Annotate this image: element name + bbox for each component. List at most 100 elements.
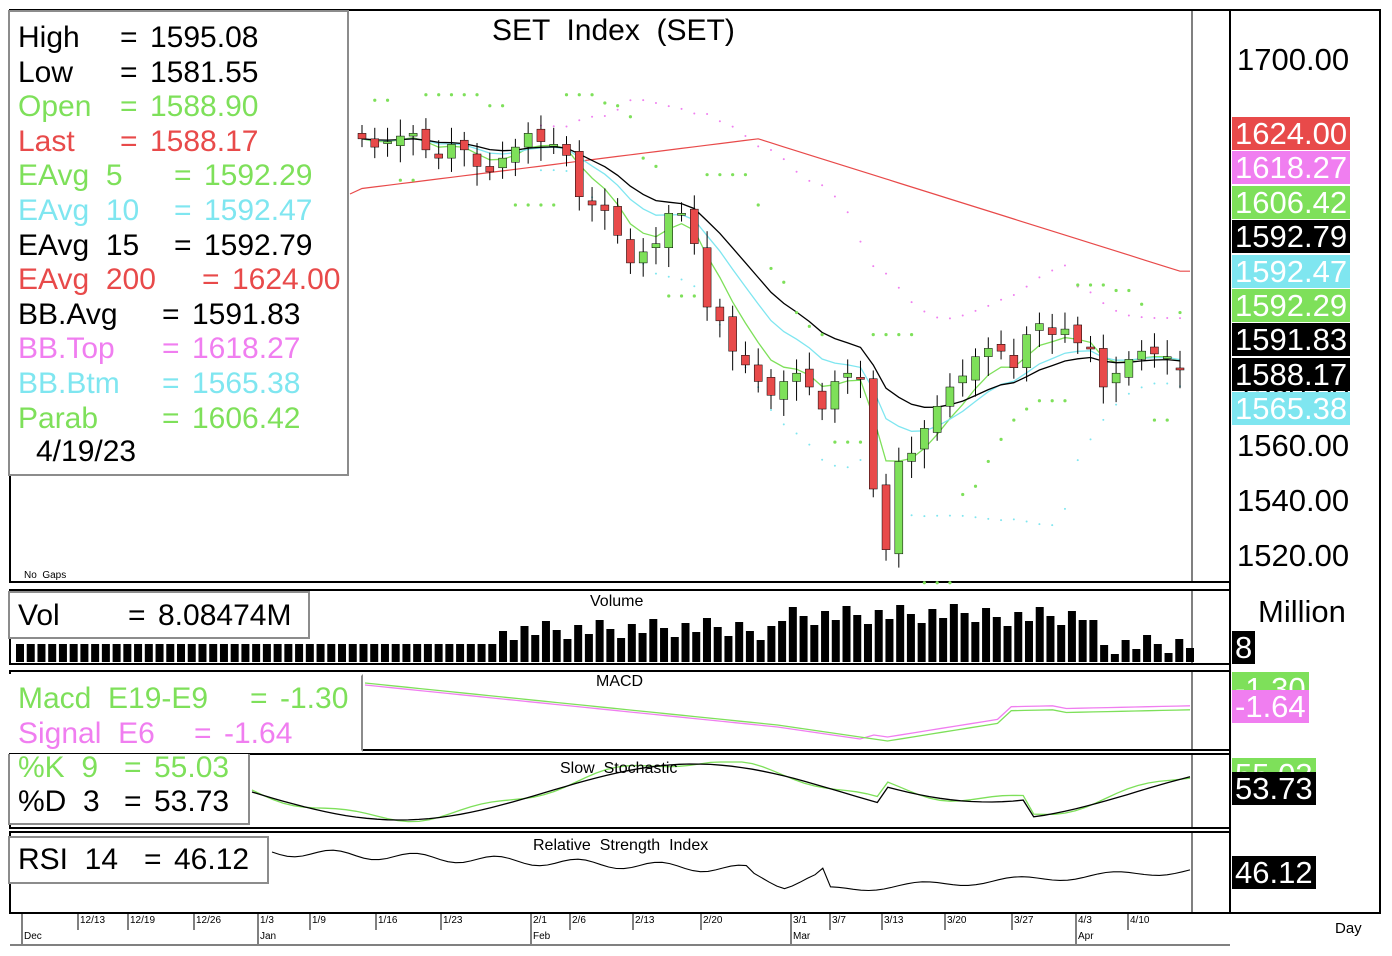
pane-frame	[9, 753, 1231, 829]
bb-btm-dot	[987, 517, 990, 520]
volume-bar	[799, 616, 808, 662]
volume-bar	[37, 644, 46, 662]
volume-bar	[821, 611, 830, 662]
parabolic-dot	[973, 484, 978, 488]
volume-bar	[273, 644, 282, 662]
parabolic-dot	[909, 333, 914, 337]
volume-bar	[80, 644, 89, 662]
bb-top-dot	[846, 211, 849, 214]
candle-body	[485, 166, 495, 173]
candle-body	[1175, 367, 1185, 371]
parabolic-dot	[411, 178, 415, 182]
bb-top-dot	[757, 145, 760, 148]
parabolic-dot	[1063, 399, 1067, 403]
bb-btm-dot	[846, 466, 849, 469]
bb-btm-dot	[936, 514, 939, 517]
volume-bar	[906, 614, 915, 662]
parabolic-dot	[526, 203, 530, 207]
volume-bar	[1121, 640, 1130, 662]
volume-bar	[831, 620, 840, 662]
volume-bar	[842, 606, 851, 662]
parabolic-dot	[782, 280, 786, 284]
parabolic-dot	[641, 156, 645, 160]
volume-bar	[155, 644, 164, 662]
candle-body	[383, 141, 392, 144]
parabolic-dot	[1101, 283, 1105, 287]
volume-bar	[1014, 612, 1023, 662]
candle-body	[370, 138, 380, 148]
parabolic-dot	[1012, 418, 1016, 422]
parabolic-dot	[705, 173, 709, 177]
volume-bar	[1100, 645, 1109, 662]
parabolic-dot	[679, 294, 684, 298]
bb-btm-dot	[948, 514, 951, 517]
parabolic-dot	[769, 266, 773, 271]
candle-body	[1162, 356, 1172, 359]
candle-body	[856, 377, 865, 380]
volume-bar	[391, 644, 400, 662]
bb-top-dot	[923, 310, 926, 313]
volume-bar	[112, 644, 121, 662]
volume-bar	[1024, 621, 1033, 662]
bb-btm-dot	[821, 458, 824, 461]
candle-body	[779, 381, 789, 400]
volume-bar	[1003, 626, 1012, 662]
bb-top-dot	[693, 112, 696, 115]
rsi-line	[271, 849, 1191, 892]
bb-top-dot	[859, 240, 862, 243]
bb-top-dot	[667, 105, 670, 108]
parabolic-dot	[897, 333, 901, 337]
candle-body	[408, 133, 418, 137]
volume-bar	[284, 644, 293, 662]
candle-body	[472, 153, 482, 167]
volume-bar	[1057, 625, 1066, 662]
candle-body	[907, 452, 916, 462]
volume-bar	[144, 644, 153, 662]
bb-top-dot	[1089, 291, 1092, 294]
volume-bar	[348, 644, 357, 662]
candle-body	[1009, 355, 1019, 368]
bb-btm-dot	[565, 169, 568, 172]
volume-bar	[778, 621, 787, 662]
bb-btm-dot	[961, 514, 964, 517]
parabolic-dot	[718, 173, 722, 177]
parabolic-dot	[1165, 418, 1169, 422]
candle-body	[1137, 350, 1146, 360]
rsi-plot	[271, 849, 1191, 892]
candle-body	[894, 461, 904, 555]
volume-bar	[187, 644, 196, 662]
volume-bar	[660, 628, 669, 662]
candle-body	[1086, 346, 1095, 350]
candle-body	[447, 144, 456, 159]
volume-bar	[477, 644, 486, 662]
candle-body	[1073, 324, 1082, 344]
bb-btm-dot	[667, 275, 670, 278]
candle-body	[562, 144, 571, 156]
bb-top-dot	[706, 112, 709, 115]
bb-btm-dot	[833, 464, 836, 467]
signal-line	[364, 684, 1191, 740]
candle-body	[1060, 328, 1070, 335]
volume-bar	[445, 644, 454, 662]
volume-bar	[466, 644, 475, 662]
volume-bar	[499, 631, 508, 662]
candle-body	[651, 243, 661, 248]
volume-bar	[58, 644, 67, 662]
candle-body	[460, 139, 469, 151]
volume-bar	[595, 620, 604, 662]
candle-body	[511, 146, 520, 163]
volume-bar	[928, 609, 937, 662]
volume-bar	[262, 644, 271, 662]
parabolic-dot	[1178, 310, 1182, 315]
volume-bar	[16, 644, 24, 662]
volume-bar	[1186, 648, 1194, 662]
volume-bar	[670, 637, 679, 662]
parabolic-dot	[398, 178, 402, 182]
bb-top-dot	[718, 120, 721, 123]
parabolic-dot	[986, 459, 990, 464]
candle-body	[1124, 359, 1134, 378]
candle-body	[1035, 323, 1044, 331]
candle-body	[805, 368, 814, 388]
pane-frame	[9, 831, 1231, 914]
candle-body	[523, 133, 533, 148]
